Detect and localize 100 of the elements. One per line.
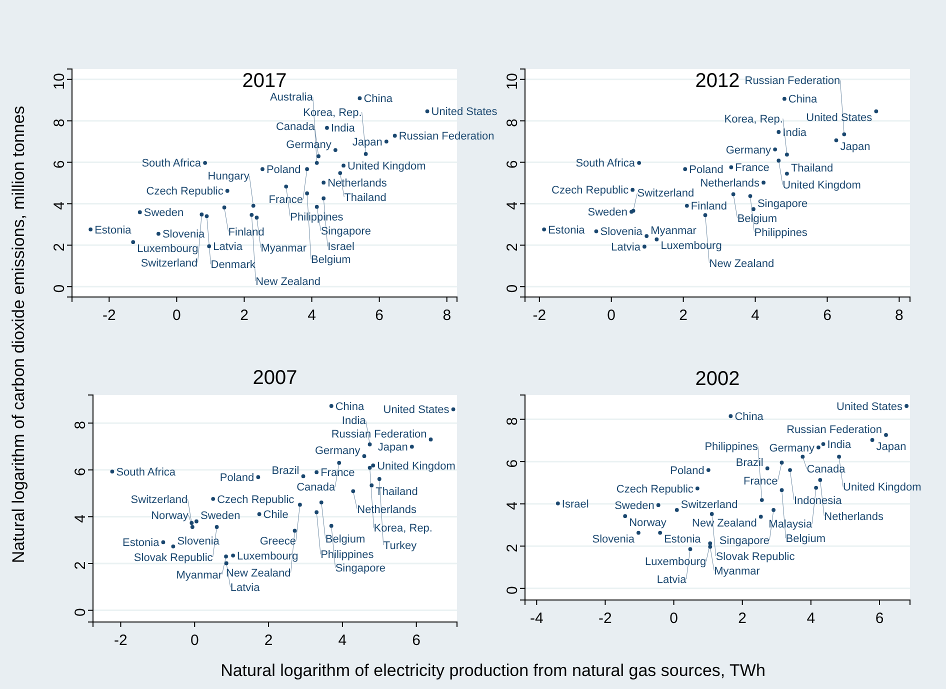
y-tick-label: 4 [51, 202, 68, 210]
point [156, 232, 160, 236]
data-label: Canada [296, 482, 336, 494]
data-label: Latvia [230, 582, 261, 594]
data-label: United States [806, 112, 873, 124]
chart-title: 2012 [695, 70, 740, 92]
data-label: Belgium [311, 254, 351, 266]
point [305, 167, 310, 172]
y-tick-label: 2 [504, 243, 521, 252]
point [337, 460, 342, 465]
y-tick-label: 4 [72, 514, 89, 523]
chart-title: 2007 [252, 367, 298, 389]
point [305, 191, 310, 196]
data-label: Finland [228, 226, 264, 238]
chart-title: 2002 [695, 368, 740, 390]
point [816, 445, 820, 450]
point [729, 165, 734, 170]
point [224, 561, 228, 566]
x-tick-label: -2 [598, 610, 612, 627]
point [314, 510, 319, 514]
data-label: Luxembourg [237, 550, 298, 562]
data-label: New Zealand [226, 568, 291, 580]
data-label: South Africa [142, 158, 202, 170]
point [358, 96, 362, 100]
y-tick-label: 8 [504, 417, 521, 426]
point [161, 540, 166, 544]
data-label: Luxembourg [137, 242, 198, 255]
data-label: India [330, 122, 356, 135]
data-label: Norway [151, 510, 189, 522]
data-label: Malaysia [768, 518, 813, 531]
data-label: Japan [876, 440, 906, 453]
point [410, 444, 414, 449]
point [695, 486, 700, 490]
point [351, 489, 356, 494]
x-tick-label: 0 [190, 632, 199, 649]
point [257, 512, 262, 516]
data-label: Latvia [213, 241, 244, 254]
x-tick-label: 8 [895, 307, 904, 324]
point [322, 196, 326, 200]
data-label: Netherlands [357, 504, 417, 516]
point [870, 438, 874, 442]
data-label: Russian Federation [744, 75, 840, 88]
point [642, 244, 646, 249]
data-label: China [734, 410, 764, 423]
point [371, 463, 376, 468]
data-label: Czech Republic [146, 186, 224, 198]
point [762, 180, 766, 185]
point [319, 500, 324, 504]
point [88, 227, 93, 232]
data-label: Poland [220, 472, 254, 484]
point [710, 512, 714, 516]
point [542, 227, 546, 232]
x-tick-label: 0 [172, 307, 181, 324]
data-label: Belgium [325, 533, 366, 546]
point [254, 216, 259, 220]
y-axis-title: Natural logarithm of carbon dioxide emissions, million tonnes [9, 106, 28, 564]
data-label: Poland [689, 164, 724, 176]
x-tick-label: 4 [308, 307, 316, 324]
data-label: Brazil [736, 457, 764, 470]
x-tick-label: 6 [875, 610, 884, 627]
data-label: Estonia [548, 224, 586, 236]
x-tick-label: 6 [823, 307, 832, 324]
data-label: United Kingdom [348, 160, 426, 172]
point [800, 454, 805, 459]
data-label: Myanmar [650, 224, 697, 237]
point [211, 496, 216, 501]
point [338, 171, 342, 175]
data-label: Philippines [320, 549, 374, 562]
data-label: United States [383, 404, 450, 416]
x-tick-label: 2 [738, 610, 747, 627]
x-axis-title: Natural logarithm of electricity production from natural gas sources, TWh [220, 661, 766, 680]
data-label: Sweden [144, 207, 184, 220]
data-label: Slovenia [177, 535, 220, 548]
data-label: Singapore [320, 226, 372, 238]
x-tick-label: 6 [375, 307, 384, 324]
y-tick-label: 10 [51, 73, 68, 90]
y-tick-label: 0 [504, 284, 521, 293]
point [368, 466, 372, 470]
data-label: Belgium [737, 213, 778, 226]
point [708, 544, 712, 549]
data-label: Germany [314, 444, 361, 457]
data-label: Thailand [790, 162, 834, 175]
data-label: Greece [260, 536, 296, 548]
y-tick-label: 4 [504, 202, 521, 210]
data-label: Slovak Republic [716, 550, 796, 563]
data-label: Thailand [344, 192, 386, 204]
y-tick-label: 8 [72, 420, 89, 430]
point [654, 237, 659, 242]
y-tick-label: 2 [72, 561, 89, 570]
point [703, 213, 708, 218]
data-label: Norway [629, 516, 667, 529]
point [637, 160, 642, 165]
data-label: Brazil [272, 465, 300, 478]
data-label: Switzerland [130, 494, 188, 506]
x-tick-label: -4 [530, 610, 544, 627]
data-label: Russian Federation [331, 428, 427, 440]
point [644, 234, 649, 238]
data-label: Japan [840, 141, 870, 154]
point [451, 407, 456, 412]
point [214, 525, 219, 529]
